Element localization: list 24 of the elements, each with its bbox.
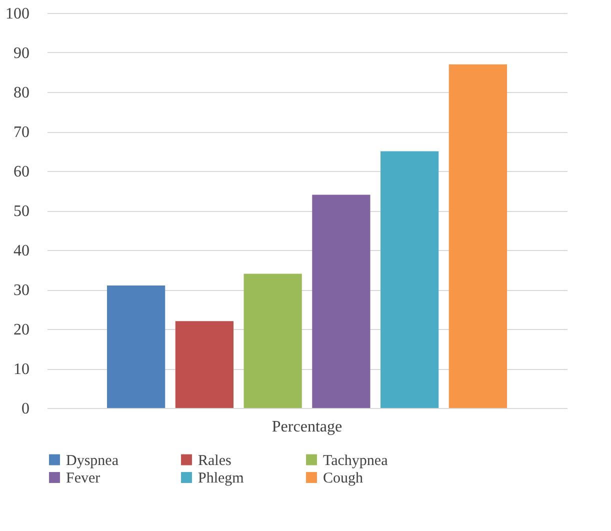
y-tick-label: 30 <box>14 282 30 299</box>
y-tick-label: 80 <box>14 84 30 102</box>
y-tick-label: 90 <box>14 45 30 62</box>
y-tick-label: 50 <box>14 203 30 220</box>
y-tick-label: 70 <box>14 124 30 141</box>
bar <box>312 194 370 408</box>
y-tick-label: 0 <box>22 400 30 418</box>
x-tick-label: Percentage <box>272 418 342 436</box>
legend-label: Fever <box>66 470 100 486</box>
y-tick-label: 60 <box>14 164 30 180</box>
legend-label: Phlegm <box>198 470 244 486</box>
y-tick-label: 100 <box>6 6 30 22</box>
legend-label: Dyspnea <box>66 452 119 469</box>
bar <box>107 286 166 408</box>
legend-label: Tachypnea <box>323 452 388 469</box>
bar <box>244 274 302 408</box>
y-tick-label: 20 <box>14 322 30 338</box>
bar <box>175 321 234 408</box>
y-tick-label: 10 <box>14 361 30 378</box>
legend-label: Cough <box>323 470 364 486</box>
bar <box>380 151 439 408</box>
y-tick-label: 40 <box>14 242 30 260</box>
bar <box>448 64 507 408</box>
legend-label: Rales <box>198 452 232 469</box>
